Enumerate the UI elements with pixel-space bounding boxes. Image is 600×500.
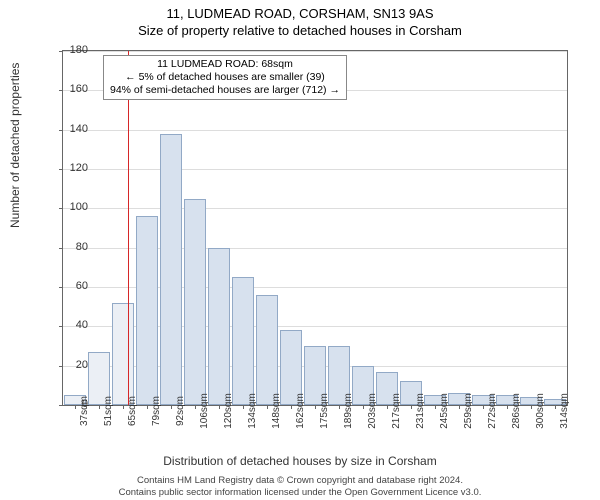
x-tick-mark (531, 405, 532, 409)
annotation-line-2: ← 5% of detached houses are smaller (39) (110, 71, 340, 84)
annotation-line-3: 94% of semi-detached houses are larger (… (110, 84, 340, 97)
y-tick-label: 40 (48, 319, 88, 331)
x-tick-mark (99, 405, 100, 409)
y-axis-label: Number of detached properties (8, 63, 22, 228)
y-tick-label: 100 (48, 201, 88, 213)
x-tick-mark (291, 405, 292, 409)
reference-line (128, 51, 129, 405)
histogram-bar (184, 199, 207, 406)
x-tick-mark (147, 405, 148, 409)
x-tick-mark (507, 405, 508, 409)
y-tick-label: 0 (48, 398, 88, 410)
annotation-box: 11 LUDMEAD ROAD: 68sqm← 5% of detached h… (103, 55, 347, 100)
histogram-bar (160, 134, 183, 405)
x-tick-mark (123, 405, 124, 409)
y-tick-label: 120 (48, 162, 88, 174)
y-tick-label: 180 (48, 44, 88, 56)
copyright-notice: Contains HM Land Registry data © Crown c… (0, 475, 600, 498)
grid-line (63, 169, 567, 170)
y-tick-label: 60 (48, 280, 88, 292)
x-tick-label: 314sqm (559, 393, 570, 429)
x-tick-mark (411, 405, 412, 409)
histogram-bar (208, 248, 231, 405)
histogram-bar (232, 277, 255, 405)
y-tick-label: 20 (48, 359, 88, 371)
page-subtitle: Size of property relative to detached ho… (0, 23, 600, 40)
annotation-line-1: 11 LUDMEAD ROAD: 68sqm (110, 58, 340, 71)
x-tick-mark (171, 405, 172, 409)
x-tick-mark (243, 405, 244, 409)
histogram-bar (112, 303, 135, 405)
x-tick-mark (267, 405, 268, 409)
x-tick-mark (387, 405, 388, 409)
x-tick-mark (483, 405, 484, 409)
x-tick-mark (219, 405, 220, 409)
x-tick-mark (459, 405, 460, 409)
grid-line (63, 51, 567, 52)
histogram-bar (136, 216, 159, 405)
page-title: 11, LUDMEAD ROAD, CORSHAM, SN13 9AS (0, 0, 600, 23)
histogram-plot: 37sqm51sqm65sqm79sqm92sqm106sqm120sqm134… (62, 50, 568, 406)
x-axis-label: Distribution of detached houses by size … (0, 454, 600, 468)
y-tick-label: 80 (48, 241, 88, 253)
x-tick-mark (339, 405, 340, 409)
x-tick-mark (195, 405, 196, 409)
y-tick-label: 140 (48, 123, 88, 135)
copyright-line-1: Contains HM Land Registry data © Crown c… (0, 475, 600, 486)
x-tick-mark (555, 405, 556, 409)
grid-line (63, 130, 567, 131)
x-tick-mark (315, 405, 316, 409)
x-tick-mark (363, 405, 364, 409)
copyright-line-2: Contains public sector information licen… (0, 487, 600, 498)
histogram-bar (256, 295, 279, 405)
grid-line (63, 208, 567, 209)
x-tick-mark (435, 405, 436, 409)
y-tick-label: 160 (48, 83, 88, 95)
